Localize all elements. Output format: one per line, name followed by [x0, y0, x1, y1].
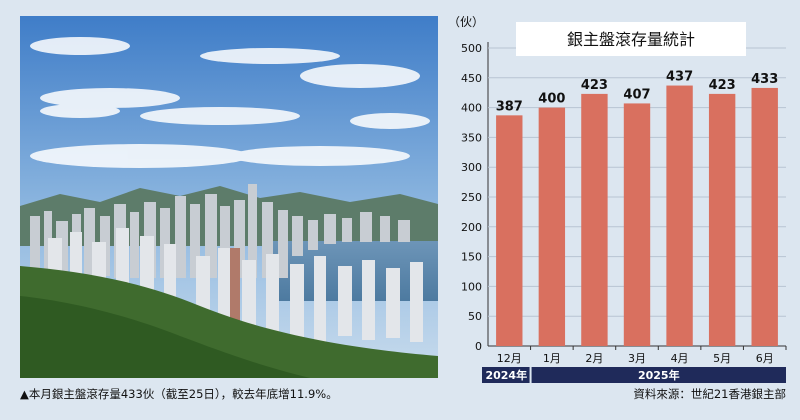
y-tick-label: 500: [461, 42, 482, 55]
y-tick-label: 0: [475, 340, 482, 353]
x-tick-label: 12月: [497, 352, 522, 365]
bar-value-label: 407: [623, 87, 650, 102]
bar-value-label: 400: [538, 92, 565, 107]
x-tick-label: 4月: [671, 352, 689, 365]
y-tick-label: 50: [468, 310, 482, 323]
y-tick-label: 250: [461, 191, 482, 204]
bar: [538, 107, 566, 346]
year-label: 2025年: [638, 368, 680, 382]
y-tick-label: 200: [461, 221, 482, 234]
city-skyline-photo: [20, 16, 438, 378]
bar-value-label: 437: [666, 70, 693, 85]
year-band: [482, 367, 530, 383]
bar-chart: 0 50 100 150 200 250 300 350 400 450 500 387 12月 400 1…: [448, 15, 787, 383]
y-tick-label: 150: [461, 251, 482, 264]
y-tick-label: 300: [461, 161, 482, 174]
bar: [496, 115, 523, 347]
x-tick-label: 3月: [628, 352, 646, 365]
y-tick-label: 400: [461, 102, 482, 115]
bar: [708, 93, 736, 346]
bar: [666, 85, 693, 346]
chart-title-box: [516, 22, 746, 56]
bar-value-label: 423: [581, 78, 608, 93]
x-tick-label: 5月: [713, 352, 731, 365]
year-band: [531, 367, 786, 383]
x-tick-label: 2月: [585, 352, 603, 365]
year-label: 2024年: [485, 368, 527, 382]
y-tick-label: 450: [461, 72, 482, 85]
chart-panel: 0 50 100 150 200 250 300 350 400 450 500 387 12月 400 1…: [440, 0, 800, 416]
data-source: 資料來源：世紀21香港銀主部: [633, 387, 786, 401]
bar-value-label: 423: [709, 78, 736, 93]
x-tick-label: 1月: [543, 352, 561, 365]
bar-value-label: 387: [496, 99, 523, 114]
y-tick-label: 100: [461, 280, 482, 293]
chart-title: 銀主盤滾存量統計: [567, 30, 695, 49]
bar: [751, 87, 778, 346]
bar: [623, 103, 651, 346]
y-axis-unit: （伙）: [448, 15, 484, 29]
photo-caption: ▲本月銀主盤滾存量433伙（截至25日），較去年底增11.9%。: [20, 387, 338, 401]
bar-value-label: 433: [751, 72, 778, 87]
bar: [581, 93, 608, 346]
x-tick-label: 6月: [756, 352, 774, 365]
y-tick-label: 350: [461, 131, 482, 144]
